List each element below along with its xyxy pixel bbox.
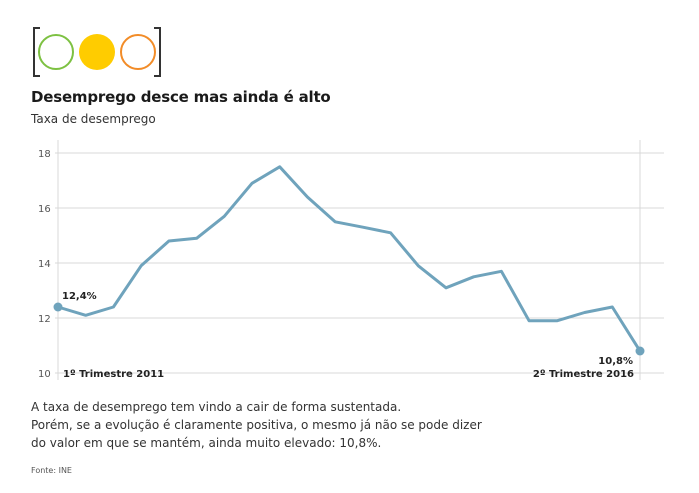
data-label: 10,8% bbox=[598, 356, 633, 367]
note-line: A taxa de desemprego tem vindo a cair de… bbox=[31, 400, 402, 414]
note-line: do valor em que se mantém, ainda muito e… bbox=[31, 436, 382, 450]
data-label: 12,4% bbox=[62, 291, 97, 302]
note-line: Porém, se a evolução é claramente positi… bbox=[31, 418, 482, 432]
data-point bbox=[635, 346, 645, 356]
chart-title: Desemprego desce mas ainda é alto bbox=[31, 88, 331, 106]
data-point bbox=[53, 302, 63, 312]
y-tick-label: 12 bbox=[38, 314, 51, 325]
series-line bbox=[56, 165, 642, 353]
x-category-label: 2º Trimestre 2016 bbox=[533, 369, 634, 380]
traffic-light-icon bbox=[33, 27, 161, 77]
source-note: Fonte: INE bbox=[31, 466, 72, 475]
green-light bbox=[38, 34, 74, 70]
y-tick-label: 10 bbox=[38, 369, 51, 380]
left-bracket bbox=[33, 27, 40, 77]
chart-note: A taxa de desemprego tem vindo a cair de… bbox=[31, 398, 482, 452]
line-chart: 10 12 14 16 18 12,4% 10,8% 1º Trimestre 2011 2º … bbox=[38, 140, 664, 380]
x-category-label: 1º Trimestre 2011 bbox=[63, 369, 164, 380]
y-tick-label: 18 bbox=[38, 149, 51, 160]
orange-light bbox=[120, 34, 156, 70]
y-tick-label: 14 bbox=[38, 259, 51, 270]
y-tick-label: 16 bbox=[38, 204, 51, 215]
yellow-light bbox=[79, 34, 115, 70]
right-bracket bbox=[154, 27, 161, 77]
chart-subtitle: Taxa de desemprego bbox=[31, 112, 156, 126]
